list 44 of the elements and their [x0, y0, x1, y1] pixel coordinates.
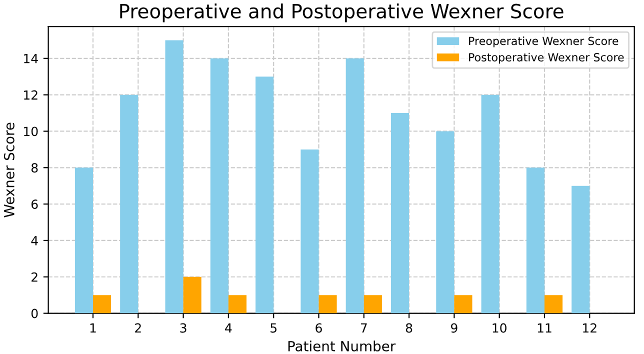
x-tick-label: 1 — [90, 323, 96, 333]
x-tick-label: 8 — [406, 323, 412, 333]
bar — [454, 295, 472, 314]
bar — [572, 186, 590, 314]
y-tick-label: 14 — [24, 54, 38, 64]
bar — [346, 58, 364, 314]
y-tick-label: 0 — [31, 308, 38, 318]
bar — [210, 58, 228, 314]
y-tick-label: 8 — [31, 163, 38, 173]
x-tick-label: 11 — [538, 323, 552, 333]
bar — [74, 168, 93, 314]
x-tick-label: 4 — [225, 323, 232, 333]
bar — [436, 131, 454, 314]
x-tick-label: 12 — [583, 323, 596, 333]
chart-title: Preoperative and Postoperative Wexner Score — [120, 3, 564, 22]
y-tick-label: 12 — [24, 90, 38, 100]
x-tick-label: 2 — [135, 323, 141, 333]
x-axis-title: Patient Number — [288, 340, 396, 352]
bar — [481, 94, 500, 314]
bar — [120, 94, 138, 314]
y-tick-label: 10 — [24, 126, 38, 136]
bar — [228, 295, 247, 314]
y-tick-label: 6 — [32, 200, 38, 209]
y-tick-label: 2 — [32, 272, 38, 282]
y-axis-title: Wexner Score — [4, 122, 14, 218]
bar — [300, 149, 319, 314]
bar — [318, 295, 337, 314]
y-tick-label: 4 — [31, 236, 38, 246]
bar — [544, 295, 563, 314]
x-tick-label: 10 — [492, 323, 506, 333]
x-tick-label: 9 — [451, 323, 458, 333]
bar — [526, 168, 544, 314]
legend-label: Preoperative Wexner Score — [469, 36, 618, 48]
x-tick-label: 6 — [316, 323, 322, 333]
x-tick-label: 7 — [360, 323, 367, 333]
bar — [256, 76, 274, 314]
bar — [165, 40, 184, 314]
legend-label: Postoperative Wexner Score — [469, 52, 624, 64]
bar — [364, 295, 382, 314]
x-tick-label: 5 — [270, 323, 276, 333]
bar — [93, 295, 112, 314]
bar — [390, 113, 410, 314]
bar — [183, 276, 202, 314]
x-tick-label: 3 — [180, 323, 186, 333]
